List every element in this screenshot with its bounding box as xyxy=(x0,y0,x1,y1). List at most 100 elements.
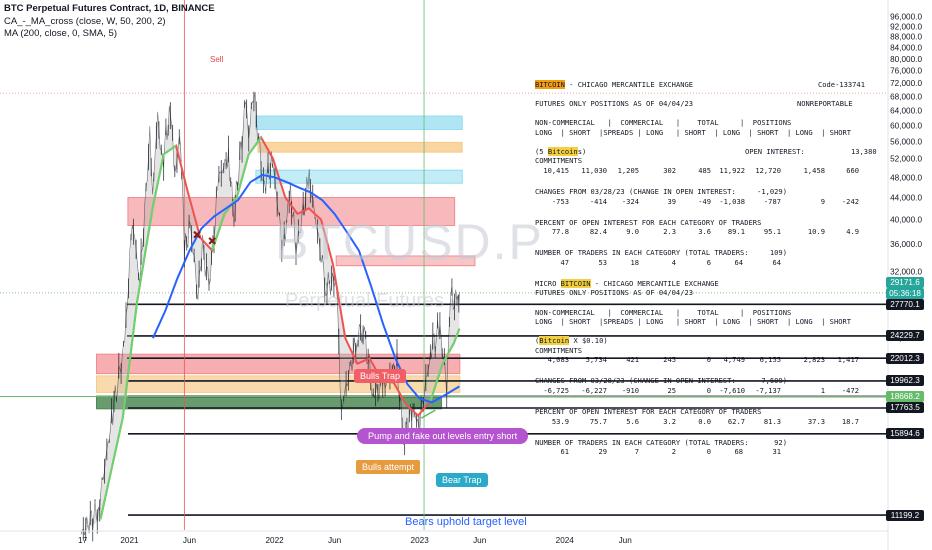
cot-value-cell: 18.7 xyxy=(841,416,859,426)
cot-value-cell: 47 xyxy=(560,257,569,267)
cot-value-cell: 75.7 xyxy=(589,416,607,426)
time-axis-tick: Jun xyxy=(473,536,487,545)
cot-value-cell: 62.7 xyxy=(727,416,745,426)
indicator-ma-cross[interactable]: CA_-_MA_cross (close, W, 50, 200, 2) xyxy=(4,16,166,27)
fast-ma-bull-segment-2 xyxy=(211,136,262,251)
price-axis-tick: 72,000.0 xyxy=(890,79,922,88)
cot-value-cell: 9 xyxy=(820,196,825,206)
cot-value-cell: -324 xyxy=(621,196,639,206)
cot-value-cell: -472 xyxy=(841,385,859,395)
cot-value-cell: 53.9 xyxy=(551,416,569,426)
cot-unit-bitcoin: (5 Bitcoins) xyxy=(535,146,587,156)
cot-value-cell: -7,610 xyxy=(719,385,745,395)
bear-trap-label[interactable]: Bear Trap xyxy=(436,473,488,487)
cot-value-cell: 0 xyxy=(706,385,711,395)
bulls-attempt-label[interactable]: Bulls attempt xyxy=(355,459,422,475)
cot-value-cell: 77.8 xyxy=(551,227,569,237)
indicator-ma200[interactable]: MA (200, close, 0, SMA, 5) xyxy=(4,28,117,39)
time-axis-tick: Jun xyxy=(183,536,197,545)
time-axis-tick: 2024 xyxy=(556,536,575,545)
price-axis-tick: 88,000.0 xyxy=(890,33,922,42)
bulls-trap-label[interactable]: Bulls Trap xyxy=(354,369,407,383)
cot-value-cell: 1,417 xyxy=(837,355,859,365)
ma-cross-marker-1 xyxy=(208,237,216,245)
cot-value-cell: 245 xyxy=(663,355,676,365)
cot-value-cell: 2,823 xyxy=(803,355,825,365)
cot-value-row: 47 53 18 4 6 64 64 xyxy=(535,258,883,267)
cot-value-row: -753 -414 -324 39 -49 -1,038 -787 9 -242 xyxy=(535,197,883,206)
time-axis-tick: 17 xyxy=(78,536,88,545)
cot-value-row: 53.9 75.7 5.6 3.2 0.0 62.7 81.3 37.3 18.7 xyxy=(535,417,883,426)
price-axis-tick: 40,000.0 xyxy=(890,216,922,225)
price-line xyxy=(80,92,460,536)
cot-value-cell: 64 xyxy=(772,257,781,267)
price-axis-tick: 48,000.0 xyxy=(890,173,922,182)
price-axis[interactable]: 96,000.092,000.0 88,000.084,000.0 80,000.0… xyxy=(887,0,922,550)
cot-value-cell: 4,749 xyxy=(723,355,745,365)
ma-cross-marker-0 xyxy=(193,230,201,239)
zone-1 xyxy=(257,141,463,153)
sell-signal-label: Sell xyxy=(210,55,224,64)
zone-0 xyxy=(255,115,463,130)
green-arrow-mark xyxy=(420,409,436,419)
cot-value-cell: 3.6 xyxy=(698,227,711,237)
cot-value-row: 10,415 11,030 1,205 302 485 11,922 12,720 1,458… xyxy=(535,166,883,175)
cot-value-cell: 37.3 xyxy=(807,416,825,426)
price-axis-tick: 80,000.0 xyxy=(890,55,922,64)
cot-value-cell: 2 xyxy=(671,447,676,457)
price-level-box: 15894.6 xyxy=(886,428,924,440)
cot-value-cell: 53 xyxy=(598,257,607,267)
cot-value-cell: 302 xyxy=(663,165,676,175)
time-axis-tick: Jun xyxy=(328,536,342,545)
cot-value-cell: -7,137 xyxy=(755,385,781,395)
bears-target-label[interactable]: Bears uphold target level xyxy=(405,516,527,528)
cot-value-cell: 4,083 xyxy=(547,355,569,365)
cot-value-cell: 7 xyxy=(634,447,639,457)
cot-value-cell: 3.2 xyxy=(663,416,676,426)
symbol-watermark: BTCUSD.P xyxy=(275,214,544,270)
cot-value-cell: 95.1 xyxy=(763,227,781,237)
cot-report-table: BITCOIN - CHICAGO MERCANTILE EXCHANGE Co… xyxy=(535,80,883,459)
cot-value-cell: -910 xyxy=(621,385,639,395)
cot-title-bitcoin: BITCOIN - CHICAGO MERCANTILE EXCHANGE xyxy=(535,80,694,89)
chart-title[interactable]: BTC Perpetual Futures Contract, 1D, BINA… xyxy=(4,3,215,14)
cot-value-cell: 39 xyxy=(667,196,676,206)
price-axis-tick: 96,000.0 xyxy=(890,12,922,21)
time-axis[interactable]: 17 2021 Jun 2022 Jun 2023 Jun 2024 Jun xyxy=(0,530,888,545)
countdown-label: 05:36:18 xyxy=(886,288,924,300)
cot-value-cell: 81.3 xyxy=(763,416,781,426)
cot-value-cell: 660 xyxy=(846,165,859,175)
cot-value-cell: 1,458 xyxy=(803,165,825,175)
cot-value-row: 4,083 5,734 421 245 0 4,749 6,155 2,823 1,417 xyxy=(535,355,883,364)
price-axis-tick: 36,000.0 xyxy=(890,240,922,249)
cot-value-cell: 89.1 xyxy=(727,227,745,237)
price-axis-tick: 64,000.0 xyxy=(890,107,922,116)
price-axis-tick: 32,000.0 xyxy=(890,267,922,276)
fast-ma-bull-segment xyxy=(99,144,177,520)
price-axis-tick: 60,000.0 xyxy=(890,122,922,131)
cot-value-cell: 2.3 xyxy=(663,227,676,237)
cot-title-micro: MICRO BITCOIN - CHICAGO MERCANTILE EXCHA… xyxy=(535,278,719,288)
cot-value-cell: 68 xyxy=(734,447,743,457)
cot-value-row: 77.8 82.4 9.0 2.3 3.6 89.1 95.1 10.9 4.9 xyxy=(535,227,883,236)
cot-nonreportable-1: NONREPORTABLE xyxy=(797,99,853,108)
cot-unit-micro: (Bitcoin X $0.10) xyxy=(535,336,608,346)
price-axis-tick: 76,000.0 xyxy=(890,67,922,76)
price-level-box: 29171.6 xyxy=(886,277,924,289)
cot-value-cell: 11,922 xyxy=(719,165,745,175)
price-axis-tick: 84,000.0 xyxy=(890,43,922,52)
price-axis-tick: 68,000.0 xyxy=(890,92,922,101)
cot-value-cell: -6,227 xyxy=(581,385,607,395)
cot-value-cell: 6,155 xyxy=(759,355,781,365)
cot-code-bitcoin: Code-133741 xyxy=(818,80,865,89)
cot-value-cell: 1 xyxy=(820,385,825,395)
cot-value-cell: -49 xyxy=(698,196,711,206)
price-axis-tick: 52,000.0 xyxy=(890,155,922,164)
cot-value-cell: 5,734 xyxy=(585,355,607,365)
cot-value-cell: 25 xyxy=(667,385,676,395)
cot-value-row: -6,725 -6,227 -910 25 0 -7,610 -7,137 1 -472 xyxy=(535,386,883,395)
pump-fake-out-label[interactable]: Pump and fake out levels entry short xyxy=(357,428,529,444)
time-axis-tick: 2023 xyxy=(411,536,430,545)
time-axis-tick: Jun xyxy=(619,536,633,545)
fast-ma-bull-segment-3 xyxy=(429,328,461,402)
